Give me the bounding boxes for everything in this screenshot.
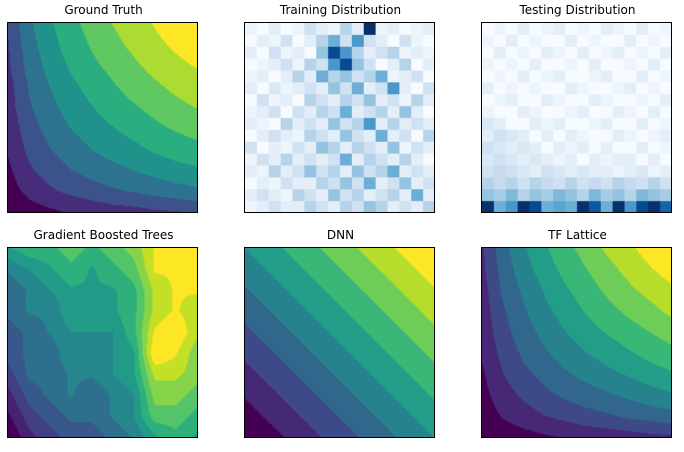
- subplot-tf-lattice: TF Lattice: [481, 227, 674, 438]
- subplot-gradient-boosted-trees: Gradient Boosted Trees: [7, 227, 200, 438]
- dnn-heatmap: [244, 247, 435, 438]
- gradient-boosted-trees-heatmap: [7, 247, 198, 438]
- subplot-dnn: DNN: [244, 227, 437, 438]
- subplot-ground-truth: Ground Truth: [7, 2, 200, 213]
- plot-title-dnn: DNN: [326, 228, 355, 242]
- subplot-testing-distribution: Testing Distribution: [481, 2, 674, 213]
- plot-title-tf-lattice: TF Lattice: [548, 228, 607, 242]
- training-distribution-heatmap: [244, 22, 435, 213]
- ground-truth-heatmap: [7, 22, 198, 213]
- plot-title-testing-distribution: Testing Distribution: [519, 3, 636, 17]
- plot-title-gradient-boosted-trees: Gradient Boosted Trees: [33, 228, 174, 242]
- subplot-training-distribution: Training Distribution: [244, 2, 437, 213]
- plot-title-ground-truth: Ground Truth: [64, 3, 143, 17]
- tf-lattice-heatmap: [481, 247, 672, 438]
- figure-canvas: Ground Truth Training Distribution Testi…: [7, 2, 674, 438]
- plot-title-training-distribution: Training Distribution: [279, 3, 402, 17]
- testing-distribution-heatmap: [481, 22, 672, 213]
